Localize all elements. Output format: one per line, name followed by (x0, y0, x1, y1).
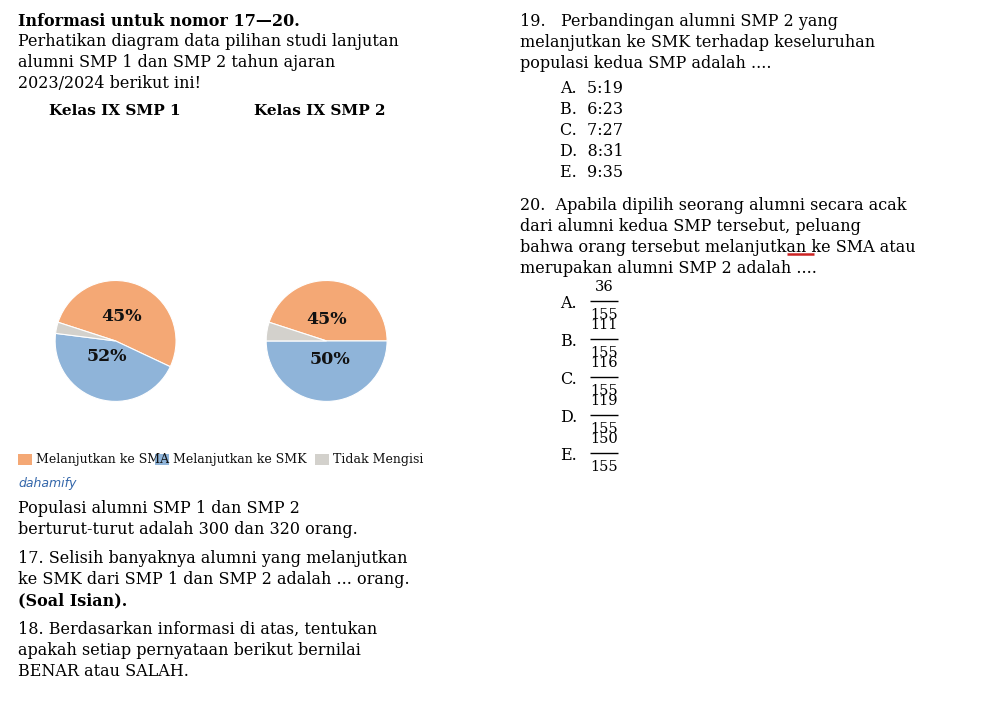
Text: apakah setiap pernyataan berikut bernilai: apakah setiap pernyataan berikut bernila… (18, 642, 361, 659)
Text: 20.  Apabila dipilih seorang alumni secara acak: 20. Apabila dipilih seorang alumni secar… (520, 197, 907, 214)
Text: Kelas IX SMP 1: Kelas IX SMP 1 (49, 104, 181, 118)
Text: D.: D. (560, 408, 577, 425)
Wedge shape (55, 322, 116, 341)
Text: 155: 155 (590, 384, 618, 398)
Text: Informasi untuk nomor 17—20.: Informasi untuk nomor 17—20. (18, 13, 299, 30)
Text: dari alumni kedua SMP tersebut, peluang: dari alumni kedua SMP tersebut, peluang (520, 218, 861, 235)
Text: A.  5:19: A. 5:19 (560, 80, 623, 97)
Text: (Soal Isian).: (Soal Isian). (18, 592, 128, 609)
Text: dahamify: dahamify (18, 477, 76, 490)
Wedge shape (55, 333, 170, 401)
Text: bahwa orang tersebut melanjutkan ke SMA atau: bahwa orang tersebut melanjutkan ke SMA … (520, 239, 916, 256)
Text: 155: 155 (590, 422, 618, 436)
Text: E.  9:35: E. 9:35 (560, 164, 623, 181)
Text: populasi kedua SMP adalah ....: populasi kedua SMP adalah .... (520, 55, 772, 72)
Text: A.: A. (560, 295, 577, 311)
Text: 45%: 45% (102, 309, 142, 325)
Text: Populasi alumni SMP 1 dan SMP 2: Populasi alumni SMP 1 dan SMP 2 (18, 500, 299, 517)
Wedge shape (266, 341, 387, 401)
Text: berturut-turut adalah 300 dan 320 orang.: berturut-turut adalah 300 dan 320 orang. (18, 521, 358, 538)
Text: Kelas IX SMP 2: Kelas IX SMP 2 (254, 104, 386, 118)
Text: 45%: 45% (307, 311, 347, 328)
Bar (315, 454, 329, 465)
Text: Melanjutkan ke SMK: Melanjutkan ke SMK (173, 453, 307, 465)
Text: 155: 155 (590, 346, 618, 360)
Wedge shape (266, 322, 327, 341)
Text: Tidak Mengisi: Tidak Mengisi (333, 453, 423, 465)
Text: 19.   Perbandingan alumni SMP 2 yang: 19. Perbandingan alumni SMP 2 yang (520, 13, 838, 30)
Text: 36: 36 (595, 280, 613, 294)
Text: 116: 116 (590, 356, 618, 370)
Text: C.  7:27: C. 7:27 (560, 122, 623, 139)
Text: 50%: 50% (310, 351, 350, 368)
Text: B.  6:23: B. 6:23 (560, 101, 623, 118)
Text: E.: E. (560, 446, 577, 463)
Text: B.: B. (560, 333, 577, 349)
Text: C.: C. (560, 370, 577, 387)
Text: 155: 155 (590, 460, 618, 474)
Text: 111: 111 (590, 318, 618, 332)
Text: 18. Berdasarkan informasi di atas, tentukan: 18. Berdasarkan informasi di atas, tentu… (18, 621, 377, 638)
Bar (155, 454, 169, 465)
Text: 52%: 52% (86, 347, 127, 365)
Text: 17. Selisih banyaknya alumni yang melanjutkan: 17. Selisih banyaknya alumni yang melanj… (18, 550, 407, 567)
Text: 2023/2024 berikut ini!: 2023/2024 berikut ini! (18, 75, 201, 92)
Text: 119: 119 (590, 394, 618, 408)
Wedge shape (269, 280, 387, 341)
Text: 155: 155 (590, 308, 618, 322)
Text: D.  8:31: D. 8:31 (560, 143, 624, 160)
Wedge shape (58, 280, 176, 367)
Text: BENAR atau SALAH.: BENAR atau SALAH. (18, 663, 189, 680)
Bar (18, 454, 32, 465)
Text: Perhatikan diagram data pilihan studi lanjutan: Perhatikan diagram data pilihan studi la… (18, 33, 399, 50)
Text: Melanjutkan ke SMA: Melanjutkan ke SMA (36, 453, 169, 465)
Text: melanjutkan ke SMK terhadap keseluruhan: melanjutkan ke SMK terhadap keseluruhan (520, 34, 875, 51)
Text: 150: 150 (590, 432, 618, 446)
Text: ke SMK dari SMP 1 dan SMP 2 adalah ... orang.: ke SMK dari SMP 1 dan SMP 2 adalah ... o… (18, 571, 410, 588)
Text: alumni SMP 1 dan SMP 2 tahun ajaran: alumni SMP 1 dan SMP 2 tahun ajaran (18, 54, 336, 71)
Text: merupakan alumni SMP 2 adalah ....: merupakan alumni SMP 2 adalah .... (520, 260, 817, 277)
